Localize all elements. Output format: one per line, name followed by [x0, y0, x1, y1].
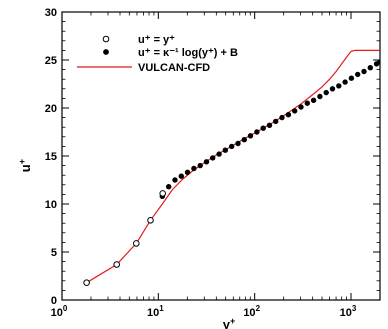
y-tick-label: 30 [45, 7, 57, 19]
linear-law-point [113, 261, 120, 268]
legend-entry-label: u⁺ = y⁺ [138, 34, 175, 46]
legend-entry-label: u⁺ = κ⁻¹ log(y⁺) + B [138, 47, 238, 59]
log-law-point [279, 114, 285, 121]
x-axis-title-text: y [223, 317, 231, 329]
log-law-point [178, 173, 185, 179]
log-law-point [336, 83, 342, 89]
legend: u⁺ = y⁺u⁺ = κ⁻¹ log(y⁺) + B VULCAN-CFD [77, 34, 238, 74]
x-tick-label-base: 10 [340, 307, 352, 319]
x-axis-title-sup: + [230, 316, 235, 326]
x-tick-label: 102 [243, 304, 260, 319]
log-law-point [203, 159, 210, 165]
log-law-point [310, 97, 317, 104]
linear-law-point [159, 190, 166, 197]
x-tick-label-base: 10 [147, 307, 159, 319]
log-law-point [197, 162, 203, 169]
x-tick-label-base: 10 [51, 307, 63, 319]
log-law-point [361, 68, 367, 75]
log-law-point [355, 71, 361, 78]
log-law-point [298, 104, 304, 110]
y-tick-label: 25 [45, 55, 57, 67]
log-law-point [367, 64, 373, 71]
log-law-point [235, 140, 241, 147]
x-tick-label-exp: 0 [63, 304, 68, 313]
log-law-point [329, 86, 336, 92]
log-law-point [254, 129, 260, 135]
linear-law-point [147, 217, 154, 224]
log-law-point [304, 100, 310, 106]
y-tick-label: 0 [51, 295, 57, 307]
log-law-point [184, 169, 191, 176]
y-axis-title-text: u [18, 164, 33, 172]
series-line-vulcan-cfd [86, 49, 380, 284]
log-law-point [260, 125, 266, 131]
log-law-point [229, 143, 235, 150]
log-law-point [166, 184, 172, 190]
log-law-point [342, 79, 348, 85]
y-axis-title: u+ [17, 159, 33, 172]
y-tick-label: 5 [51, 247, 57, 259]
linear-law-point [83, 279, 90, 287]
log-law-point [273, 118, 279, 125]
y-tick-label: 20 [45, 103, 57, 115]
x-axis-title: y+ [223, 316, 236, 329]
legend-open-circle [102, 35, 110, 43]
log-law-point [348, 75, 355, 81]
log-law-point [210, 155, 216, 161]
log-law-point [323, 89, 329, 96]
log-law-point [377, 59, 380, 65]
y-tick-label: 15 [45, 151, 57, 163]
x-tick-label-exp: 3 [352, 304, 357, 313]
x-tick-label: 103 [340, 304, 357, 319]
log-law-point [266, 122, 273, 129]
plot-area [83, 49, 380, 287]
legend-entry-label: VULCAN-CFD [138, 62, 210, 74]
log-law-point [292, 108, 298, 114]
x-tick-label-exp: 1 [159, 304, 164, 313]
x-tick-label: 100 [51, 304, 68, 319]
log-law-point [216, 151, 222, 157]
x-tick-label-exp: 2 [256, 304, 261, 313]
linear-law-point [133, 240, 140, 247]
log-law-point [191, 165, 197, 172]
log-law-point [285, 111, 292, 118]
x-tick-label: 101 [147, 304, 164, 319]
log-law-point [222, 147, 229, 153]
y-axis-title-sup: + [17, 159, 27, 164]
log-law-point [241, 137, 248, 143]
log-law-point [247, 133, 254, 139]
y-tick-label: 10 [45, 199, 57, 211]
x-tick-label-base: 10 [243, 307, 255, 319]
legend-filled-circle [103, 49, 109, 55]
log-law-point [172, 177, 178, 183]
log-law-point [317, 93, 323, 100]
